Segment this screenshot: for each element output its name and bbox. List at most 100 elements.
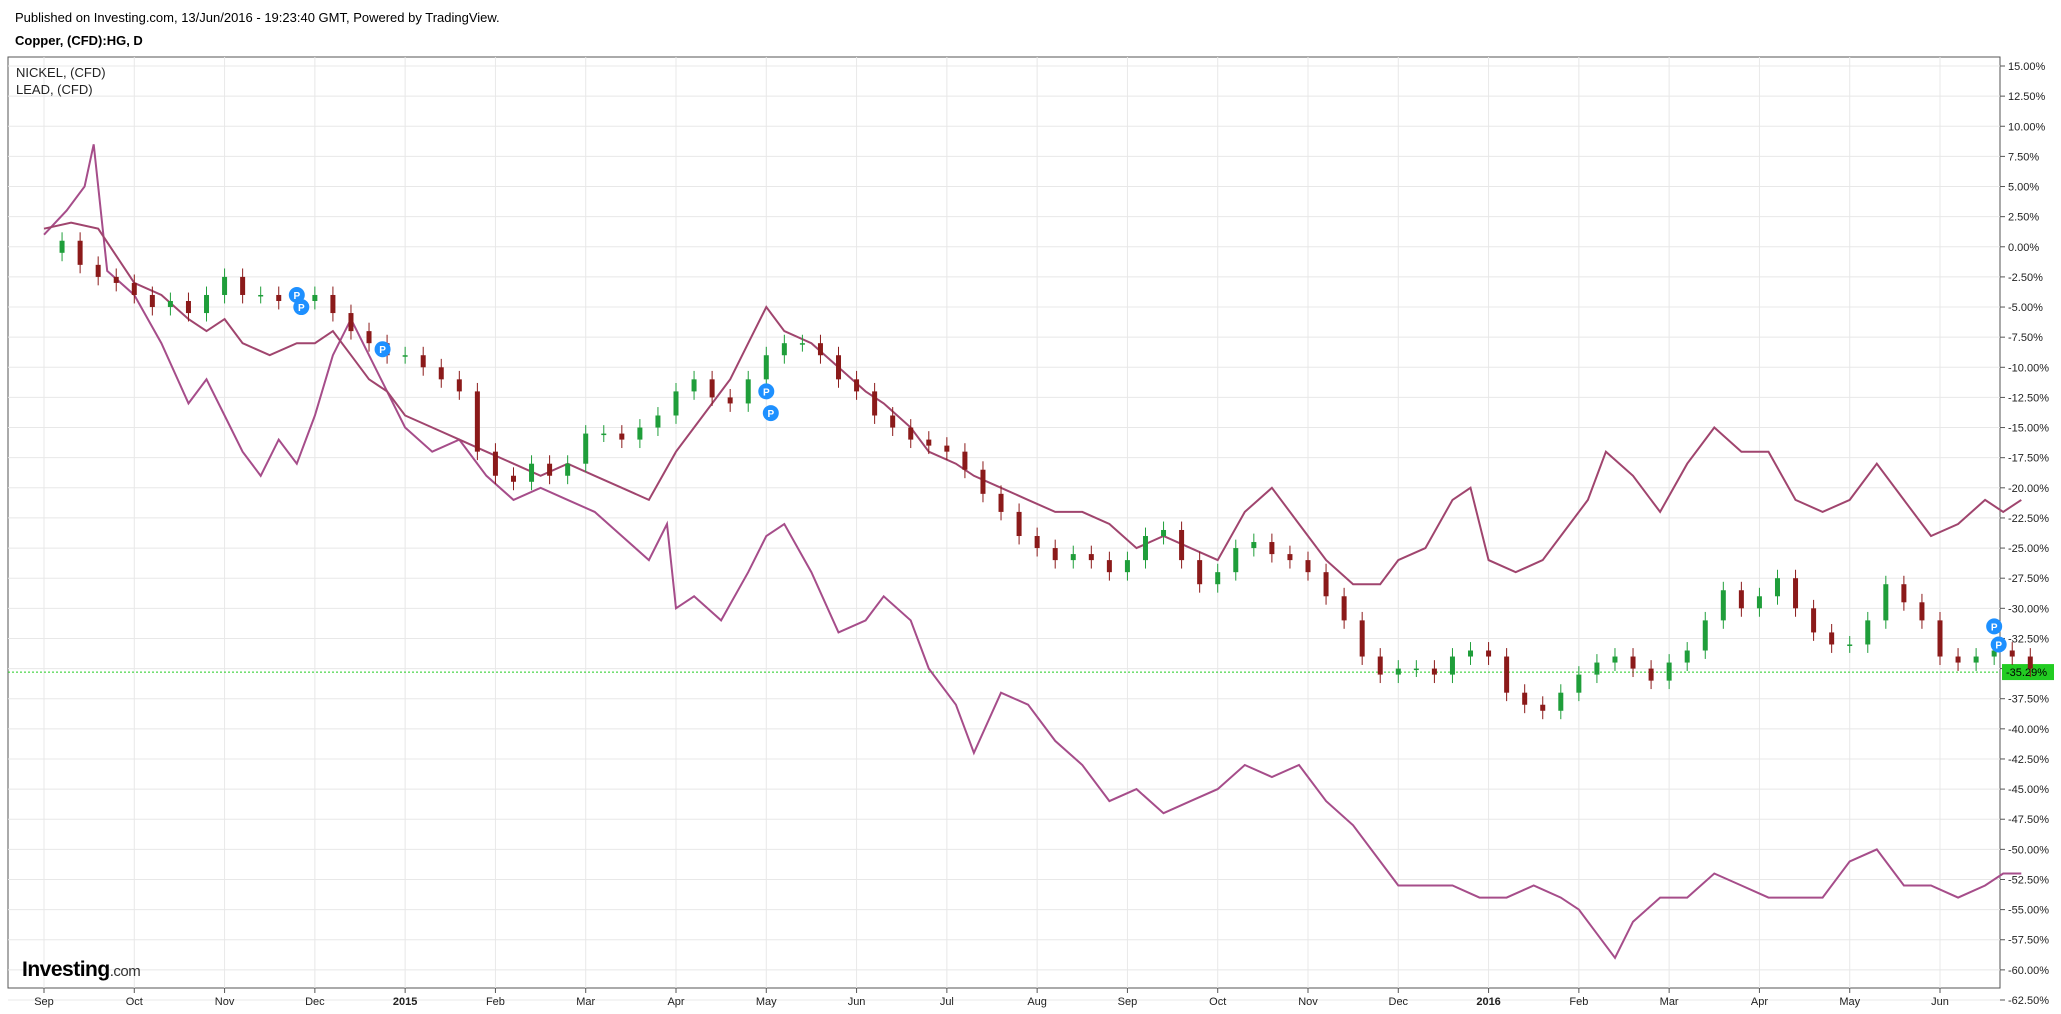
candle-down — [2027, 656, 2033, 669]
event-marker[interactable] — [288, 286, 305, 303]
y-tick-label: -7.50% — [2008, 332, 2043, 344]
candle-down — [1197, 560, 1203, 585]
x-tick-label: Apr — [667, 996, 684, 1008]
candle-down — [438, 367, 444, 380]
candle-up — [637, 427, 643, 440]
candle-up — [1720, 590, 1726, 621]
candle-up — [1215, 572, 1221, 585]
event-marker-label: P — [293, 291, 300, 302]
candle-down — [1016, 511, 1022, 537]
x-tick-label: Oct — [1209, 996, 1226, 1008]
y-tick-label: 15.00% — [2008, 61, 2046, 73]
candle-down — [817, 343, 823, 356]
candle-down — [492, 451, 498, 476]
candle-down — [510, 475, 516, 482]
candle-down — [1504, 656, 1510, 693]
candle-up — [1774, 578, 1780, 597]
x-tick-label: Nov — [1298, 996, 1318, 1008]
event-marker[interactable] — [374, 341, 391, 358]
candle-down — [1901, 584, 1907, 603]
x-tick-label: 2016 — [1476, 996, 1500, 1008]
event-marker[interactable] — [758, 383, 775, 400]
candle-down — [1919, 602, 1925, 621]
x-tick-label: May — [756, 996, 777, 1008]
x-tick-label: Jul — [940, 996, 954, 1008]
candle-up — [1594, 662, 1600, 675]
event-marker[interactable] — [1990, 636, 2007, 653]
candle-up — [1468, 650, 1474, 657]
x-tick-label: Mar — [576, 996, 595, 1008]
candle-up — [402, 355, 408, 357]
legend-item-nickel: NICKEL, (CFD) — [16, 65, 106, 80]
candle-down — [1341, 596, 1347, 621]
logo-suffix: .com — [109, 963, 141, 980]
candle-down — [1829, 632, 1835, 645]
y-tick-label: 0.00% — [2008, 242, 2039, 254]
candle-down — [330, 294, 336, 314]
candle-up — [312, 294, 318, 302]
candle-down — [908, 427, 914, 440]
candle-up — [601, 433, 607, 436]
nickel-line — [43, 144, 2022, 960]
plot-border — [7, 56, 2001, 989]
event-marker-label: P — [767, 409, 774, 420]
candle-up — [1161, 529, 1167, 537]
y-tick-label: -37.50% — [2008, 694, 2049, 706]
candle-down — [348, 313, 354, 332]
candle-down — [1034, 536, 1040, 549]
candle-down — [1106, 560, 1112, 573]
y-tick-label: -30.00% — [2008, 603, 2049, 615]
candle-down — [1955, 656, 1961, 663]
candle-down — [709, 379, 715, 398]
event-marker[interactable] — [762, 405, 779, 422]
candle-up — [1233, 548, 1239, 573]
x-tick-label: Aug — [1027, 996, 1047, 1008]
y-tick-label: 5.00% — [2008, 182, 2039, 194]
candle-down — [1287, 554, 1293, 561]
candle-up — [745, 379, 751, 404]
candle-up — [673, 391, 679, 416]
y-tick-label: -15.00% — [2008, 423, 2049, 435]
x-tick-label: Jun — [848, 996, 866, 1008]
candle-up — [763, 355, 769, 380]
candle-down — [962, 451, 968, 470]
y-tick-label: -5.00% — [2008, 302, 2043, 314]
candle-up — [1395, 668, 1401, 675]
candle-down — [1630, 656, 1636, 669]
candle-up — [565, 463, 571, 476]
candle-up — [1666, 662, 1672, 681]
candle-up — [691, 379, 697, 392]
candle-down — [998, 493, 1004, 512]
candle-down — [1377, 656, 1383, 675]
event-marker-label: P — [1995, 640, 2002, 651]
event-marker[interactable] — [293, 299, 310, 316]
y-tick-label: -47.50% — [2008, 814, 2049, 826]
candle-down — [619, 433, 625, 440]
event-marker[interactable] — [1986, 618, 2003, 635]
candle-down — [1088, 554, 1094, 561]
y-tick-label: 12.50% — [2008, 91, 2046, 103]
candle-up — [167, 301, 173, 308]
candle-up — [1142, 536, 1148, 561]
candle-down — [131, 282, 137, 295]
event-marker-label: P — [763, 387, 770, 398]
y-tick-label: -52.50% — [2008, 874, 2049, 886]
y-tick-label: -50.00% — [2008, 844, 2049, 856]
candle-up — [1612, 656, 1618, 663]
candle-down — [1359, 620, 1365, 657]
candle-down — [547, 463, 553, 476]
candle-up — [1847, 644, 1853, 646]
y-tick-label: -60.00% — [2008, 965, 2049, 977]
candle-down — [1305, 560, 1311, 573]
logo-main: Investing — [22, 958, 110, 981]
candle-down — [1937, 620, 1943, 657]
candle-down — [872, 391, 878, 416]
candle-down — [890, 415, 896, 428]
candle-up — [799, 343, 805, 345]
candle-down — [240, 276, 246, 295]
candle-down — [1269, 542, 1275, 555]
candle-up — [258, 294, 264, 297]
x-tick-label: Sep — [34, 996, 54, 1008]
